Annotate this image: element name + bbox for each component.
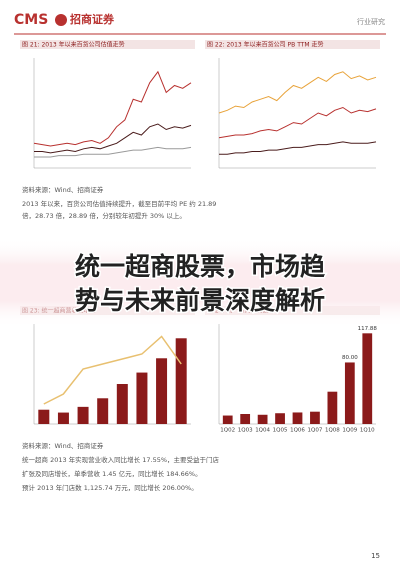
- bar: [175, 338, 187, 424]
- x-tick-label: 1Q05: [273, 428, 288, 434]
- bar: [156, 358, 168, 424]
- x-tick-label: 1Q08: [325, 428, 340, 434]
- bar: [116, 384, 128, 424]
- series-line: [218, 106, 377, 139]
- bar: [275, 413, 285, 424]
- chart-title-bar: [20, 40, 195, 49]
- bar: [222, 415, 233, 424]
- value-label: 80.00: [342, 355, 358, 361]
- bar: [344, 362, 355, 424]
- series-line: [218, 71, 377, 114]
- series-line: [219, 141, 377, 155]
- paragraph: 资料来源：Wind、招商证券: [22, 441, 104, 450]
- chart-title-bar: [205, 40, 380, 49]
- x-tick-label: 1Q07: [308, 428, 323, 434]
- bar: [77, 406, 89, 424]
- brand: CMS: [14, 12, 48, 28]
- overlay-band: [0, 238, 400, 328]
- bar: [57, 412, 69, 424]
- bar: [136, 372, 148, 424]
- paragraph: 统一超商 2013 年实现营业收入同比增长 17.55%，主要受益于门店: [22, 455, 220, 464]
- paragraph: 预计 2013 年门店数 1,125.74 万元，同比增长 206.00%。: [22, 483, 198, 492]
- bar: [310, 411, 320, 424]
- brand-cn: 招商证券: [70, 12, 115, 26]
- paragraph: 倍，28.73 倍，28.89 倍，分别较年初提升 30% 以上。: [22, 211, 186, 220]
- chart-title: 图 22: 2013 年以来百货公司 PB TTM 走势: [207, 41, 324, 49]
- section: 行业研究: [357, 17, 385, 26]
- series-line: [34, 123, 192, 154]
- x-tick-label: 1Q02: [220, 428, 235, 434]
- x-tick-label: 1Q04: [255, 428, 270, 434]
- bar: [240, 414, 251, 424]
- paragraph: 扩张及同店增长，单季营收 1.45 亿元，同比增长 184.66%。: [22, 469, 202, 478]
- paragraph: 2013 年以来，百货公司估值持续提升，截至目前平均 PE 约 21.89: [22, 199, 216, 208]
- bar: [38, 409, 50, 424]
- value-label: 117.88: [358, 326, 378, 332]
- x-tick-label: 1Q03: [238, 428, 253, 434]
- page-number: 15: [371, 552, 380, 560]
- bar: [292, 412, 303, 424]
- chart-title: 图 21: 2013 年以来百货公司估值走势: [22, 41, 125, 49]
- logo: [55, 14, 67, 26]
- bar: [327, 391, 338, 424]
- series-line: [33, 70, 192, 147]
- bar: [257, 414, 268, 424]
- paragraph: 资料来源：Wind、招商证券: [22, 185, 104, 194]
- bar: [97, 398, 109, 424]
- series-line: [34, 146, 192, 158]
- x-tick-label: 1Q06: [290, 428, 305, 434]
- trend-line: [43, 335, 182, 405]
- bar: [362, 333, 373, 424]
- x-tick-label: 1Q09: [342, 428, 357, 434]
- overlay-title: 势与未来前景深度解析: [75, 286, 325, 315]
- x-tick-label: 1Q10: [360, 428, 375, 434]
- overlay-title: 统一超商股票，市场趋: [75, 252, 326, 281]
